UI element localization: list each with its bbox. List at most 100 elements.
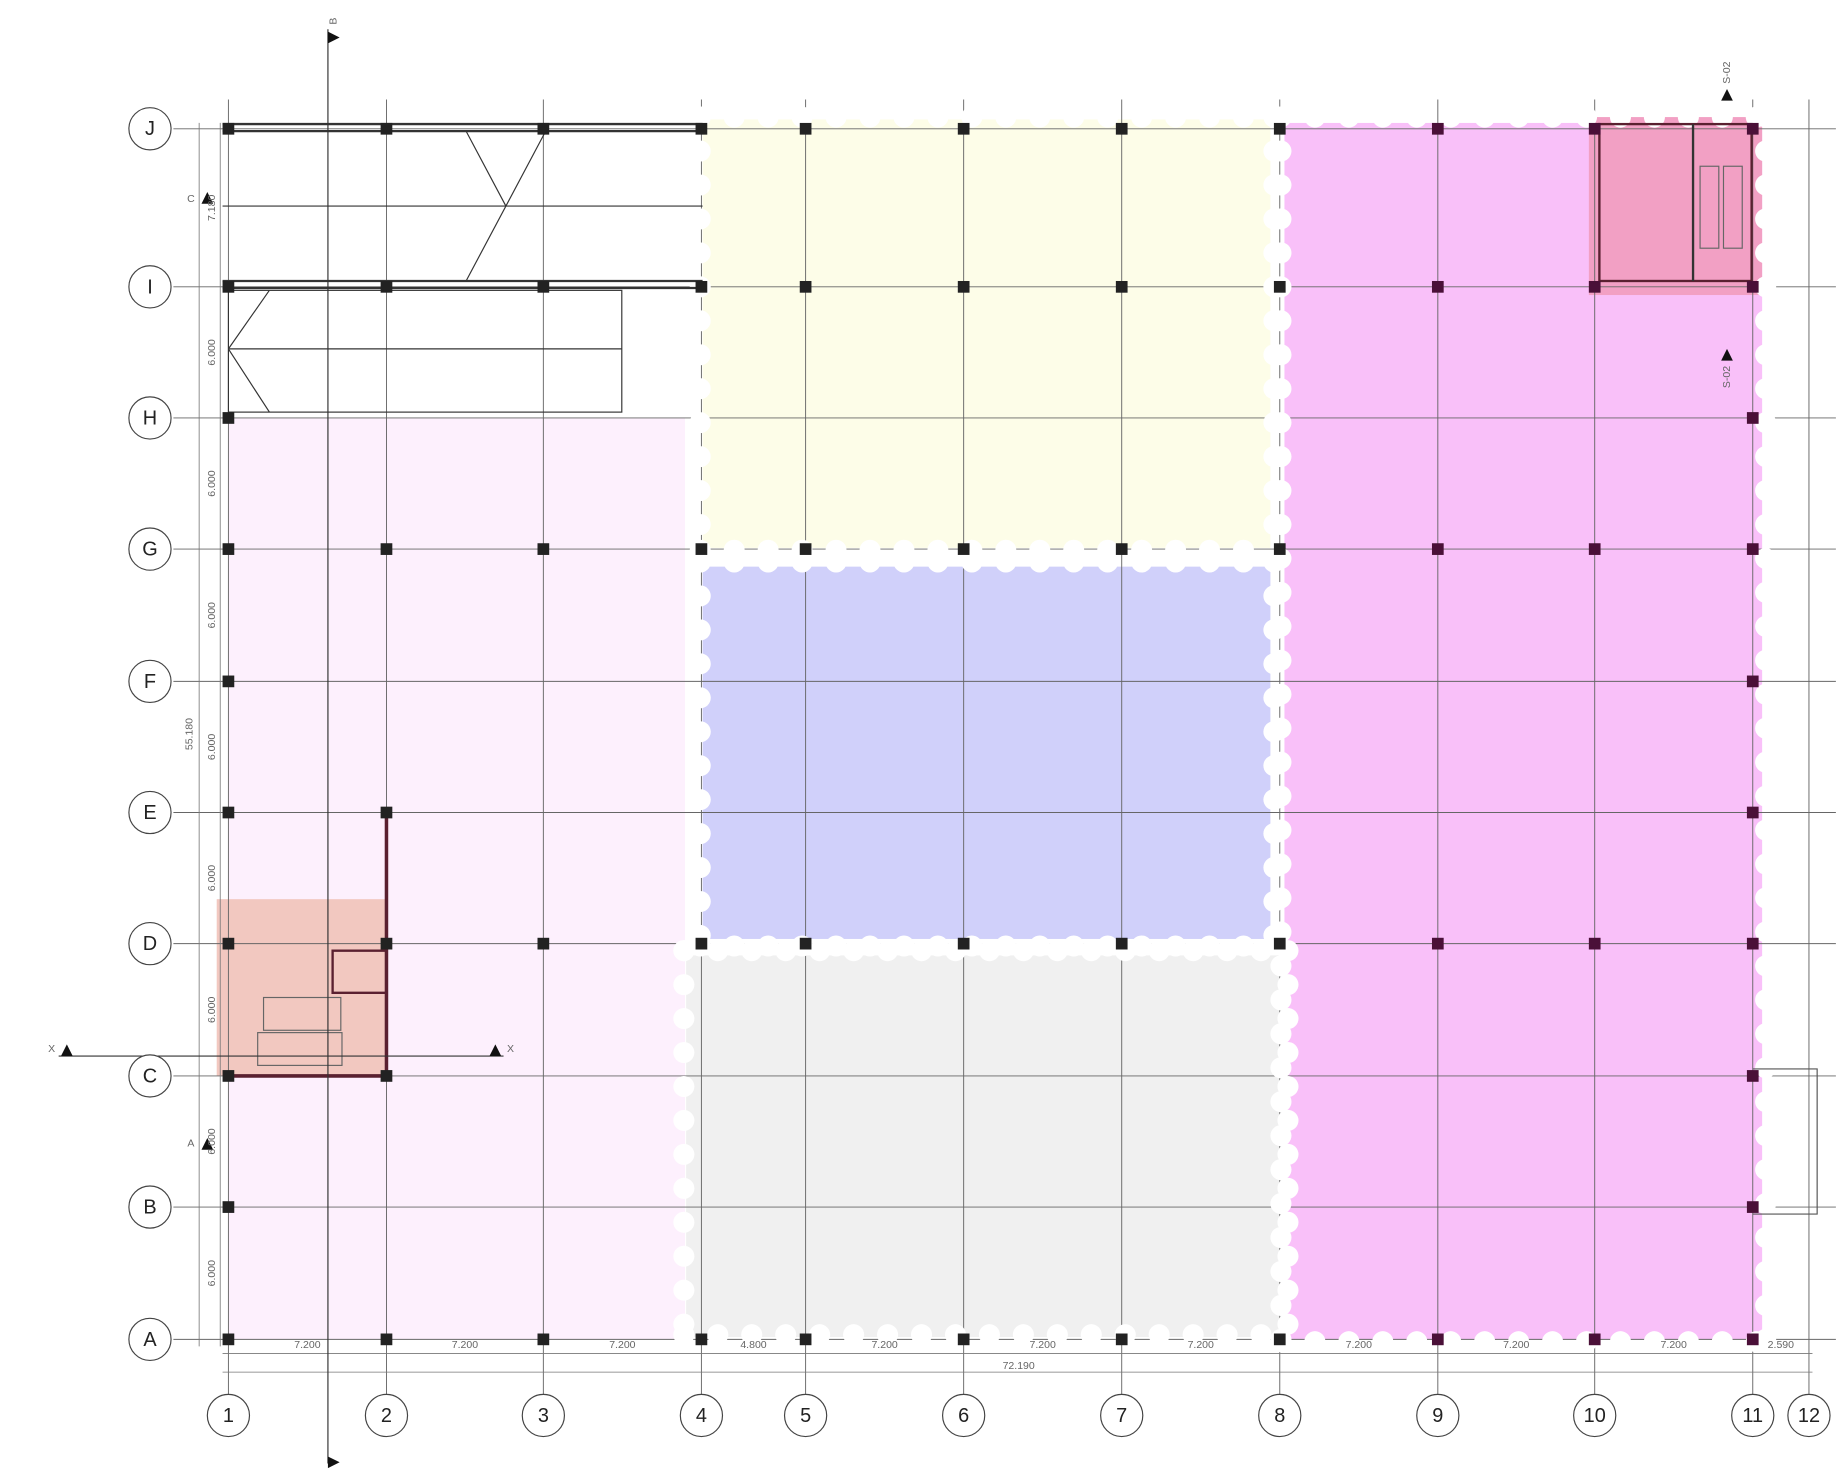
scallop	[707, 1324, 729, 1346]
grid-bubble	[1258, 1393, 1302, 1438]
grid-bubble	[128, 265, 172, 309]
dimension-label: 7.200	[1030, 1339, 1056, 1351]
column	[957, 1333, 970, 1346]
scallop	[1165, 551, 1187, 573]
scallop	[757, 551, 779, 573]
grid-bubble	[783, 1393, 828, 1438]
grid-bubble	[1731, 1393, 1775, 1438]
stair-zone-top	[1588, 117, 1763, 296]
scallop	[707, 940, 729, 962]
zones	[216, 117, 1763, 1340]
section-label: C	[187, 193, 195, 205]
dimension-label: 6.000	[206, 996, 218, 1022]
grid-bubble	[521, 1393, 566, 1438]
scallop	[723, 935, 745, 957]
column	[1115, 543, 1128, 555]
dimension-label: 6.000	[206, 865, 218, 891]
column-label: 10	[1584, 1405, 1606, 1427]
scallop	[1755, 1057, 1777, 1079]
scallop	[1755, 581, 1777, 603]
scallop	[1304, 1331, 1326, 1353]
scallop	[1270, 1159, 1292, 1181]
dimension-label: 6.000	[206, 470, 218, 496]
scallop	[741, 1324, 763, 1346]
scallop	[1270, 480, 1292, 502]
scallop	[1148, 1324, 1170, 1346]
column	[1273, 1333, 1286, 1346]
scallop	[689, 721, 711, 743]
scallop	[673, 1041, 695, 1064]
column-label: 6	[958, 1405, 969, 1427]
scallop	[689, 687, 711, 709]
scallop	[689, 480, 711, 502]
scallop	[1063, 935, 1085, 957]
scallop	[1406, 106, 1428, 128]
scallop	[673, 940, 695, 962]
column	[537, 280, 550, 293]
scallop	[1046, 940, 1068, 962]
scallop	[689, 755, 711, 777]
dimension-total: 55.180	[184, 718, 196, 750]
scallop	[1338, 106, 1360, 128]
section-label: A	[187, 1138, 194, 1150]
column	[799, 937, 812, 950]
scallop	[1029, 106, 1051, 128]
section-label: S-02	[1721, 61, 1733, 83]
scallop	[1755, 174, 1777, 196]
column	[695, 122, 708, 135]
scallop	[1755, 853, 1777, 875]
column	[1115, 1333, 1128, 1346]
scallop	[910, 1324, 933, 1346]
scallop	[673, 1211, 695, 1233]
dimension-label: 7.200	[452, 1339, 478, 1351]
scallop	[927, 106, 949, 128]
scallop	[1270, 1023, 1292, 1045]
scallop	[1609, 106, 1631, 128]
scallop	[791, 551, 813, 573]
scallop	[673, 1008, 695, 1030]
scallop	[1232, 106, 1255, 128]
scallop	[1270, 310, 1292, 332]
column-label: 3	[538, 1405, 549, 1427]
scallop	[1080, 940, 1102, 962]
scallop	[1216, 1324, 1238, 1346]
scallop	[1575, 106, 1598, 128]
scallop	[1755, 480, 1777, 502]
column	[222, 937, 235, 950]
dimension-label: 7.200	[871, 1339, 897, 1351]
grid-bubble	[128, 527, 172, 571]
scallop	[1755, 547, 1777, 569]
scallop	[1755, 344, 1777, 366]
grid-bubble	[128, 107, 172, 151]
scallop	[1755, 1328, 1777, 1350]
scallop	[1755, 751, 1777, 773]
scallop	[1270, 412, 1292, 434]
scallop	[843, 940, 865, 962]
zone-magenta	[1284, 122, 1763, 1340]
scallop	[893, 106, 915, 128]
column	[1431, 280, 1444, 293]
grid-bubble	[1416, 1393, 1460, 1438]
column	[1273, 280, 1286, 293]
scallop	[689, 174, 711, 196]
grid-bubble	[679, 1393, 724, 1438]
scallop	[1474, 106, 1496, 128]
scallop	[1270, 989, 1292, 1011]
scallop	[961, 106, 983, 128]
scallop	[1270, 446, 1292, 468]
column	[1431, 937, 1444, 950]
column	[1746, 1201, 1759, 1213]
dimension-label: 7.200	[609, 1339, 635, 1351]
column	[222, 122, 235, 135]
scallop	[1232, 935, 1255, 957]
column	[1588, 280, 1601, 293]
scallop	[1755, 310, 1777, 332]
scallop	[689, 378, 711, 400]
scallop	[1012, 940, 1034, 962]
row-label: G	[142, 539, 157, 561]
scallop	[1755, 1159, 1777, 1181]
column	[1746, 412, 1759, 424]
column-label: 1	[223, 1405, 234, 1427]
